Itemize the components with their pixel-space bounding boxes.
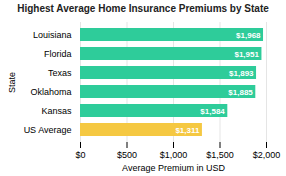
svg-text:Texas: Texas: [48, 68, 72, 78]
svg-text:Average Premium in USD: Average Premium in USD: [122, 163, 225, 173]
svg-text:Oklahoma: Oklahoma: [30, 87, 71, 97]
svg-text:$1,885: $1,885: [228, 88, 253, 97]
svg-text:$1,893: $1,893: [229, 69, 254, 78]
svg-text:US Average: US Average: [24, 125, 72, 135]
svg-text:$1,000: $1,000: [160, 150, 188, 160]
svg-text:Florida: Florida: [44, 49, 72, 59]
svg-text:Louisiana: Louisiana: [33, 30, 72, 40]
html-text:Highest Average Home Insurance: Highest Average Home Insurance Premiums …: [17, 3, 269, 14]
svg-text:$1,951: $1,951: [234, 50, 259, 59]
svg-text:$1,584: $1,584: [200, 107, 225, 116]
svg-text:$1,311: $1,311: [175, 126, 200, 135]
svg-text:$500: $500: [117, 150, 137, 160]
svg-text:$1,968: $1,968: [236, 31, 261, 40]
svg-text:$0: $0: [75, 150, 85, 160]
svg-text:Kansas: Kansas: [41, 106, 72, 116]
svg-text:State: State: [7, 72, 17, 93]
svg-text:$2,000: $2,000: [253, 150, 281, 160]
svg-text:$1,500: $1,500: [206, 150, 234, 160]
